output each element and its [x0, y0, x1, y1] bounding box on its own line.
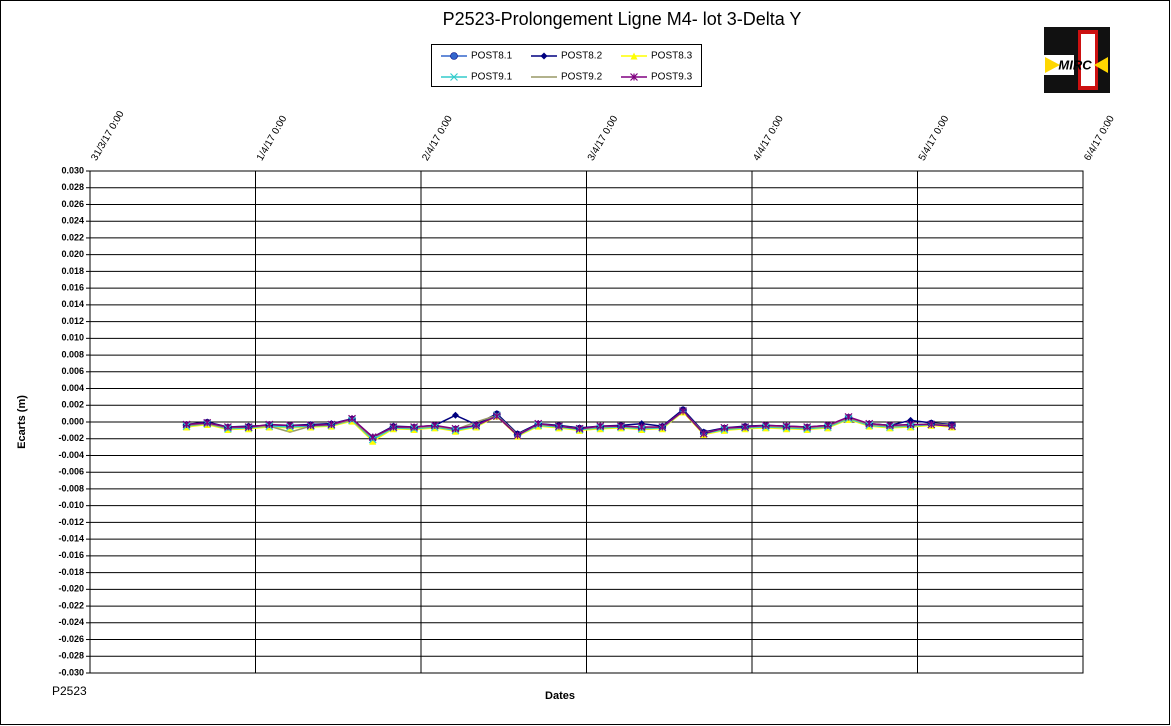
point [265, 420, 274, 429]
y-tick-label: -0.022 [58, 600, 84, 610]
y-tick-label: -0.028 [58, 651, 84, 661]
y-tick-label: -0.010 [58, 500, 84, 510]
point [699, 429, 708, 438]
legend-entry: POST8.1 [441, 51, 513, 62]
point [389, 423, 398, 431]
logo-shape [1094, 57, 1108, 73]
y-tick-label: 0.008 [61, 349, 84, 359]
point [203, 418, 212, 427]
y-tick-label: 0.020 [61, 249, 84, 259]
legend-label: POST9.2 [561, 72, 603, 83]
y-tick-label: -0.002 [58, 433, 84, 443]
point [492, 412, 501, 421]
point [451, 424, 460, 433]
legend-marker [450, 52, 458, 60]
point [348, 414, 356, 423]
point [182, 420, 191, 429]
y-tick-label: -0.024 [58, 617, 84, 627]
y-tick-label: -0.020 [58, 584, 84, 594]
point [927, 420, 936, 429]
point [306, 421, 315, 430]
point [554, 422, 563, 431]
footer: P2523 [52, 684, 87, 698]
point [761, 421, 770, 430]
y-tick-label: 0.024 [61, 216, 84, 226]
legend-marker [630, 73, 638, 81]
y-tick-label: 0.002 [61, 400, 84, 410]
legend-entry: POST9.1 [441, 72, 513, 83]
point [865, 419, 874, 428]
legend-label: POST9.1 [471, 72, 513, 83]
legend-marker [630, 52, 638, 60]
legend-marker [540, 52, 548, 60]
point [575, 424, 584, 433]
point [906, 420, 915, 429]
point [534, 419, 543, 428]
legend-label: POST9.3 [651, 72, 693, 83]
legend-entry: POST9.3 [621, 72, 693, 83]
point [679, 407, 687, 416]
y-tick-label: 0.014 [61, 299, 84, 309]
y-tick-label: -0.006 [58, 467, 84, 477]
y-axis-label: Ecarts (m) [16, 395, 28, 449]
y-tick-label: 0.030 [61, 165, 84, 175]
legend-label: POST8.2 [561, 51, 603, 62]
y-tick-label: 0.028 [61, 182, 84, 192]
y-tick-label: 0.022 [61, 232, 84, 242]
legend-label: POST8.3 [651, 51, 693, 62]
logo-text: MIRC [1058, 57, 1092, 72]
y-tick-label: 0.026 [61, 199, 84, 209]
point [596, 422, 605, 431]
point [782, 422, 791, 431]
point [948, 422, 956, 431]
point [410, 423, 419, 431]
y-tick-label: 0.006 [61, 366, 84, 376]
y-tick-label: -0.008 [58, 483, 84, 493]
point [368, 433, 377, 441]
chart-title: P2523-Prolongement Ligne M4- lot 3-Delta… [443, 9, 802, 29]
y-tick-label: 0.018 [61, 266, 84, 276]
point [803, 423, 812, 431]
legend-marker [450, 73, 458, 81]
point [244, 423, 253, 431]
logo-shape [1045, 57, 1060, 73]
point [327, 420, 336, 429]
point [472, 421, 481, 430]
point [513, 431, 522, 440]
logo-bar [1081, 34, 1095, 86]
y-tick-label: 0.010 [61, 333, 84, 343]
point [637, 423, 646, 431]
point [741, 423, 750, 431]
point [720, 423, 729, 432]
point [223, 423, 232, 431]
point [617, 422, 625, 431]
point [430, 421, 439, 430]
y-tick-label: -0.030 [58, 667, 84, 677]
logo: MIRC [1044, 27, 1110, 93]
point [844, 413, 853, 421]
y-tick-label: 0.016 [61, 283, 84, 293]
legend-entry: POST8.3 [621, 51, 693, 62]
legend-entry: POST8.2 [531, 51, 603, 62]
x-axis-label: Dates [545, 690, 575, 702]
point [658, 423, 667, 431]
y-tick-label: -0.018 [58, 567, 84, 577]
y-tick-label: -0.014 [58, 534, 84, 544]
y-tick-label: 0.004 [61, 383, 84, 393]
point [286, 421, 294, 430]
y-tick-label: 0.012 [61, 316, 84, 326]
point [369, 437, 377, 445]
y-tick-label: -0.012 [58, 517, 84, 527]
point [885, 421, 894, 430]
point [451, 411, 459, 419]
legend-entry: POST9.2 [531, 72, 603, 83]
legend-label: POST8.1 [471, 51, 513, 62]
y-tick-label: -0.016 [58, 550, 84, 560]
point [823, 421, 832, 430]
legend [431, 44, 702, 87]
y-tick-label: -0.026 [58, 634, 84, 644]
y-tick-label: 0.000 [61, 416, 84, 426]
y-tick-label: -0.004 [58, 450, 84, 460]
